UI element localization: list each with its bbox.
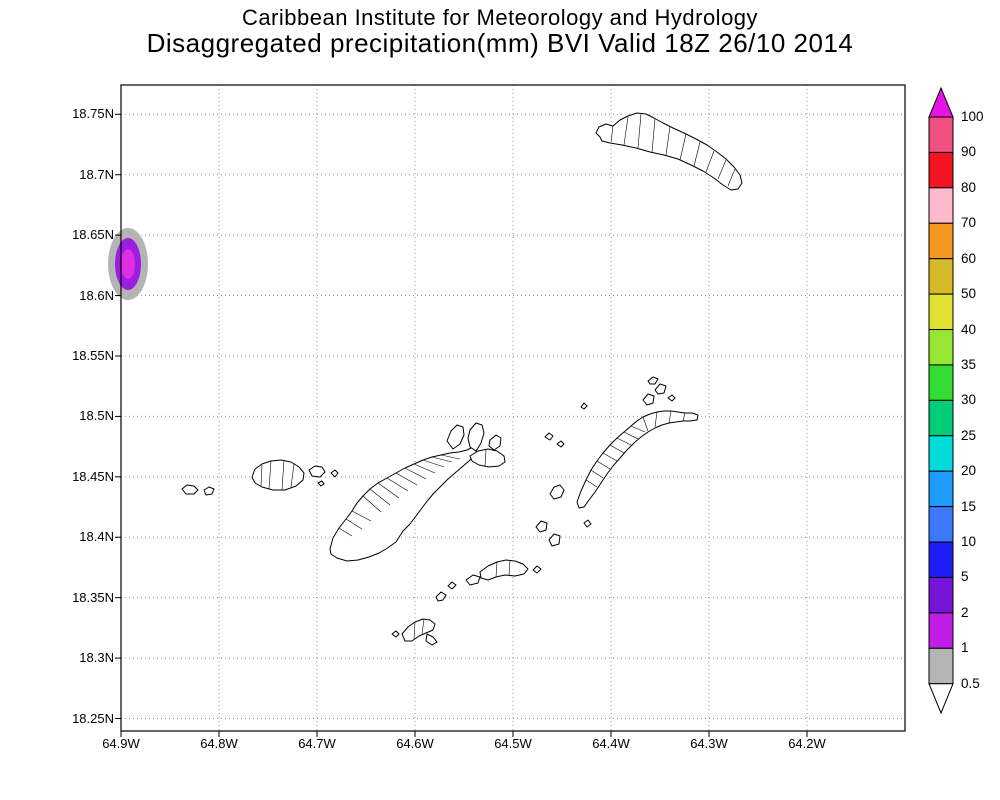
cblabel-label: 15 <box>961 498 977 514</box>
axis-tick-marks <box>115 113 808 737</box>
xtick-label: 64.2W <box>788 736 826 751</box>
cblabel-label: 0.5 <box>961 675 980 691</box>
cblabel-label: 2 <box>961 604 969 620</box>
colorbar-segment-40-50 <box>928 293 954 331</box>
cblabel-label: 35 <box>961 356 977 372</box>
ytick-label: 18.7N <box>79 166 114 182</box>
colorbar-segment-60-70 <box>928 222 954 260</box>
ytick-label: 18.5N <box>79 408 114 424</box>
colorbar-top-arrow <box>928 86 954 118</box>
cblabel-label: 70 <box>961 215 977 231</box>
colorbar-segment-30-35 <box>928 364 954 401</box>
xtick-label: 64.4W <box>592 736 630 751</box>
xtick-label: 64.8W <box>200 736 238 751</box>
colorbar <box>928 86 954 715</box>
colorbar-segment-20-25 <box>928 435 954 472</box>
precip-blob <box>108 228 148 300</box>
cblabel-label: 50 <box>961 286 977 302</box>
colorbar-segment-25-30 <box>928 399 954 437</box>
cblabel-label: 5 <box>961 569 969 585</box>
cblabel-label: 20 <box>961 463 977 479</box>
island-tortola-group <box>329 422 506 562</box>
colorbar-segment-80-90 <box>928 151 954 189</box>
cblabel-label: 100 <box>961 109 984 124</box>
cblabel-label: 25 <box>961 427 977 443</box>
chart-title-line1: Caribbean Institute for Meteorology and … <box>241 5 759 30</box>
ytick-label: 18.35N <box>72 589 114 605</box>
colorbar-segment-5-10 <box>928 541 954 578</box>
island-anegada <box>595 112 743 191</box>
colorbar-segment-0.5-1 <box>928 647 954 685</box>
island-virgin-gorda-group <box>576 376 699 509</box>
xtick-label: 64.9W <box>102 736 140 751</box>
cblabel-label: 40 <box>961 321 977 337</box>
colorbar-segments <box>928 116 954 685</box>
ytick-label: 18.75N <box>72 106 114 122</box>
ytick-label: 18.6N <box>79 287 114 303</box>
cblabel-label: 10 <box>961 534 977 550</box>
colorbar-segment-35-40 <box>928 329 954 366</box>
cblabel-label: 80 <box>961 179 977 195</box>
colorbar-segment-70-80 <box>928 187 954 224</box>
island-the-dogs <box>544 432 565 448</box>
island-southern-chain <box>391 484 592 646</box>
cblabel-label: 60 <box>961 250 977 266</box>
colorbar-segment-90-100 <box>928 116 954 153</box>
ytick-label: 18.55N <box>72 347 114 363</box>
colorbar-segment-50-60 <box>928 258 954 295</box>
island-jost-van-dyke-group <box>181 459 339 496</box>
cblabel-label: 30 <box>961 392 977 408</box>
colorbar-segment-10-15 <box>928 506 954 543</box>
ytick-label: 18.3N <box>79 650 114 666</box>
cblabel-label: 90 <box>961 144 977 160</box>
cblabel-label: 1 <box>961 640 969 656</box>
xtick-label: 64.7W <box>298 736 336 751</box>
chart-title-line2: Disaggregated precipitation(mm) BVI Vali… <box>146 28 854 58</box>
xtick-label: 64.5W <box>494 736 532 751</box>
ytick-label: 18.45N <box>72 468 114 484</box>
colorbar-bottom-arrow <box>928 683 954 715</box>
precip-blob-core <box>121 249 135 279</box>
ytick-label: 18.25N <box>72 710 114 726</box>
ytick-label: 18.4N <box>79 529 114 545</box>
ytick-label: 18.65N <box>72 227 114 243</box>
colorbar-segment-2-5 <box>928 576 954 614</box>
gridlines <box>120 85 905 731</box>
colorbar-segment-1-2 <box>928 612 954 649</box>
xtick-label: 64.6W <box>396 736 434 751</box>
colorbar-segment-15-20 <box>928 470 954 508</box>
xtick-label: 64.3W <box>690 736 728 751</box>
